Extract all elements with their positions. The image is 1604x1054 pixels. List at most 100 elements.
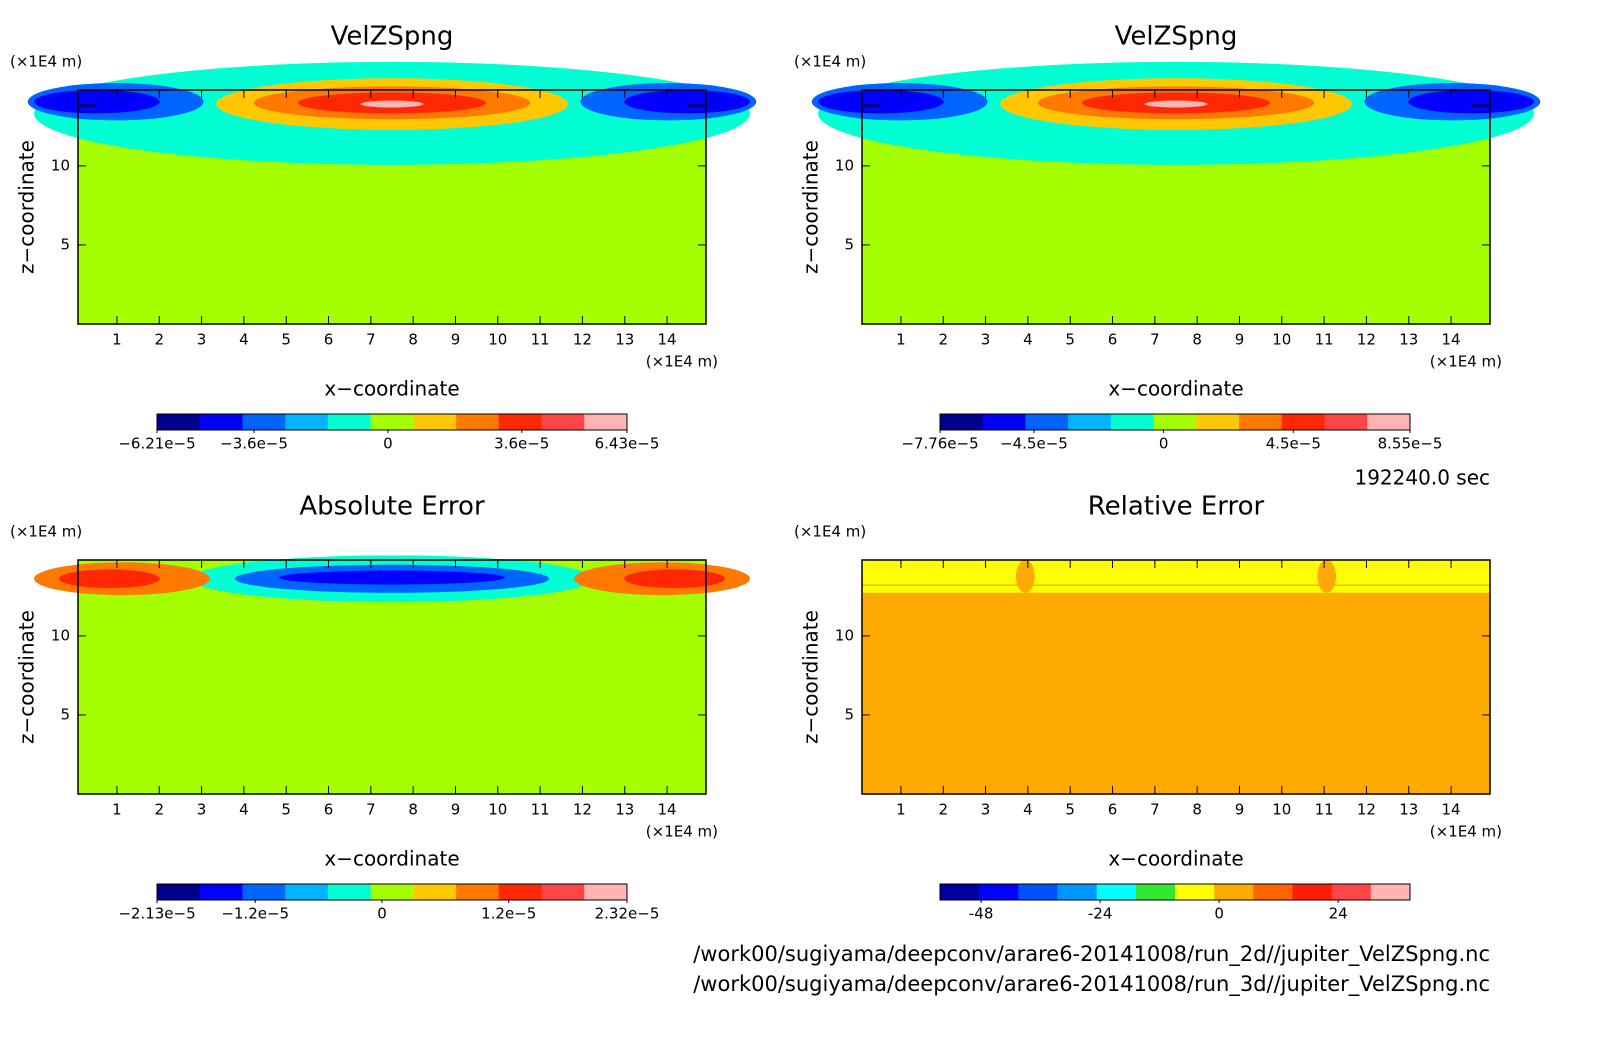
contour-region (624, 90, 750, 114)
y-tick-label: 5 (844, 705, 854, 723)
colorbar-tick-label: 0 (1214, 905, 1224, 923)
contour-region (862, 104, 881, 107)
x-tick-label: 3 (197, 801, 207, 819)
y-unit: (×1E4 m) (10, 53, 82, 71)
x-tick-label: 12 (573, 801, 592, 819)
y-unit: (×1E4 m) (794, 53, 866, 71)
colorbar-tick-label: −3.6e−5 (220, 435, 288, 453)
colorbar-frame (939, 413, 1411, 431)
contour-region (360, 100, 424, 108)
x-tick-label: 5 (281, 801, 291, 819)
colorbar-swatch (1025, 414, 1069, 430)
contour-region (34, 90, 160, 114)
colorbar-swatch (498, 414, 543, 430)
colorbar-swatch (940, 414, 984, 430)
colorbar-swatch (982, 414, 1026, 430)
colorbar-swatch (456, 884, 500, 900)
plot-frame (77, 89, 707, 325)
x-unit: (×1E4 m) (646, 353, 718, 371)
x-tick-label: 12 (1357, 801, 1376, 819)
colorbar-swatch (199, 414, 243, 430)
y-tick-label: 10 (51, 156, 70, 174)
file-path: /work00/sugiyama/deepconv/arare6-2014100… (693, 942, 1490, 967)
x-tick-label: 7 (1150, 801, 1160, 819)
file-path: /work00/sugiyama/deepconv/arare6-2014100… (693, 972, 1490, 997)
x-tick-label: 5 (281, 331, 291, 349)
x-tick-label: 4 (1023, 801, 1033, 819)
y-tick-label: 10 (51, 626, 70, 644)
x-axis-label: x−coordinate (324, 847, 459, 871)
colorbar-swatch (1135, 884, 1176, 900)
colorbar-tick-label: 24 (1329, 905, 1348, 923)
x-tick-label: 3 (197, 331, 207, 349)
x-tick-label: 13 (1399, 801, 1418, 819)
panel-title: VelZSpng (1115, 22, 1238, 52)
x-tick-label: 3 (981, 801, 991, 819)
colorbar-swatch (1196, 414, 1240, 430)
x-tick-label: 8 (1192, 331, 1202, 349)
contour-region (862, 560, 1490, 593)
y-tick-label: 5 (60, 705, 70, 723)
x-tick-label: 7 (366, 331, 376, 349)
x-tick-label: 7 (366, 801, 376, 819)
contour-region (687, 104, 706, 107)
colorbar-tick-label: 0 (1159, 435, 1169, 453)
x-tick-label: 14 (658, 801, 677, 819)
x-tick-label: 13 (615, 331, 634, 349)
x-axis-label: x−coordinate (1108, 847, 1243, 871)
colorbar-swatch (199, 884, 243, 900)
x-tick-label: 14 (658, 331, 677, 349)
x-tick-label: 1 (896, 801, 906, 819)
contour-region (818, 90, 944, 114)
x-tick-label: 11 (1315, 801, 1334, 819)
colorbar-swatch (413, 884, 457, 900)
colorbar-swatch (1367, 414, 1411, 430)
colorbar-swatch (1057, 884, 1098, 900)
colorbar-tick-label: 8.55e−5 (1378, 435, 1443, 453)
time-label: 192240.0 sec (1354, 466, 1490, 490)
x-tick-label: 10 (1272, 801, 1291, 819)
x-tick-label: 2 (938, 331, 948, 349)
x-tick-label: 2 (154, 801, 164, 819)
contour-field (862, 560, 1490, 794)
contour-field (27, 61, 757, 324)
colorbar-swatch (1018, 884, 1058, 900)
colorbar-swatch (541, 884, 585, 900)
x-tick-label: 11 (531, 331, 550, 349)
x-tick-label: 9 (451, 801, 461, 819)
contour-region (1471, 104, 1490, 107)
x-tick-label: 8 (408, 801, 418, 819)
colorbar-tick-label: 4.5e−5 (1266, 435, 1321, 453)
colorbar-swatch (584, 414, 628, 430)
colorbar-tick-label: -24 (1088, 905, 1113, 923)
colorbar-swatch (413, 414, 457, 430)
colorbar-tick-label: −1.2e−5 (221, 905, 289, 923)
colorbar-tick-label: 2.32e−5 (595, 905, 660, 923)
colorbar-swatch (1292, 884, 1333, 900)
plot-frame (77, 559, 707, 795)
x-tick-label: 1 (112, 801, 122, 819)
x-tick-label: 8 (1192, 801, 1202, 819)
x-tick-label: 12 (1357, 331, 1376, 349)
y-unit: (×1E4 m) (10, 523, 82, 541)
colorbar-tick-label: 0 (383, 435, 393, 453)
x-tick-label: 8 (408, 331, 418, 349)
colorbar-swatch (157, 884, 201, 900)
x-axis-label: x−coordinate (1108, 377, 1243, 401)
x-tick-label: 3 (981, 331, 991, 349)
colorbar-swatch (285, 414, 329, 430)
colorbar-swatch (940, 884, 980, 900)
colorbar-tick-label: -48 (969, 905, 994, 923)
x-tick-label: 6 (324, 331, 334, 349)
colorbar-swatch (370, 884, 414, 900)
x-tick-label: 13 (615, 801, 634, 819)
colorbar-swatch (285, 884, 329, 900)
colorbar-swatch (1281, 414, 1326, 430)
colorbar-swatch (242, 414, 286, 430)
x-tick-label: 4 (239, 331, 249, 349)
x-tick-label: 2 (154, 331, 164, 349)
contour-region (78, 104, 97, 107)
y-tick-label: 10 (835, 156, 854, 174)
colorbar-swatch (1239, 414, 1283, 430)
colorbar-frame (156, 883, 628, 901)
